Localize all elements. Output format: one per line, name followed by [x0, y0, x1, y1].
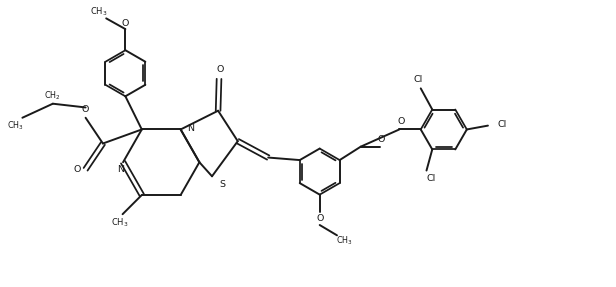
- Text: Cl: Cl: [414, 75, 423, 84]
- Text: O: O: [217, 65, 224, 74]
- Text: S: S: [219, 180, 225, 189]
- Text: N: N: [187, 124, 194, 133]
- Text: Cl: Cl: [426, 174, 436, 183]
- Text: O: O: [397, 117, 404, 126]
- Text: Cl: Cl: [497, 120, 506, 129]
- Text: O: O: [73, 165, 81, 174]
- Text: CH$_3$: CH$_3$: [111, 216, 129, 229]
- Text: CH$_3$: CH$_3$: [336, 235, 353, 247]
- Text: CH$_3$: CH$_3$: [7, 120, 24, 132]
- Text: N: N: [117, 165, 124, 174]
- Text: O: O: [122, 19, 129, 28]
- Text: O: O: [82, 105, 89, 114]
- Text: CH$_3$: CH$_3$: [90, 5, 107, 18]
- Text: CH$_2$: CH$_2$: [44, 89, 61, 102]
- Text: O: O: [378, 135, 385, 144]
- Text: O: O: [316, 214, 323, 223]
